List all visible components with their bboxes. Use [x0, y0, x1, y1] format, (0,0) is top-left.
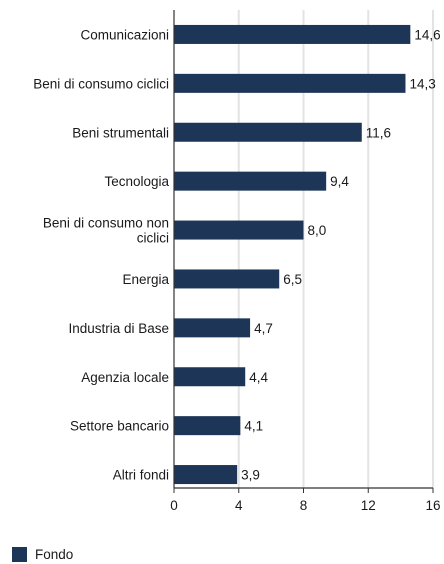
value-label: 4,4: [249, 370, 268, 385]
value-label: 14,3: [409, 76, 435, 91]
x-tick-label: 4: [235, 498, 243, 513]
value-label: 9,4: [330, 174, 349, 189]
value-label: 11,6: [366, 125, 391, 140]
bar: [174, 416, 241, 436]
bar: [174, 220, 304, 240]
category-label: Industria di Base: [68, 321, 169, 336]
category-label-line: Tecnologia: [104, 174, 169, 189]
category-label-line: Comunicazioni: [80, 27, 169, 42]
category-label-line: Settore bancario: [70, 419, 169, 434]
category-label: Agenzia locale: [81, 370, 169, 385]
category-label-line: Agenzia locale: [81, 370, 169, 385]
category-label-line: Beni di consumo ciclici: [33, 76, 169, 91]
bar: [174, 465, 238, 485]
x-tick-label: 0: [170, 498, 178, 513]
value-label: 14,6: [414, 27, 440, 42]
category-label-line: Energia: [122, 272, 169, 287]
category-label: Settore bancario: [70, 419, 169, 434]
category-label-line: Beni strumentali: [72, 125, 169, 140]
value-label: 4,7: [254, 321, 273, 336]
x-tick-label: 16: [425, 498, 440, 513]
x-tick-label: 8: [300, 498, 308, 513]
bar: [174, 318, 251, 338]
x-tick-label: 12: [361, 498, 376, 513]
category-label-line: Altri fondi: [113, 468, 169, 483]
category-label-line: Industria di Base: [68, 321, 169, 336]
bar: [174, 367, 246, 387]
legend-label: Fondo: [35, 547, 74, 562]
category-label: Beni di consumo non ciclici: [43, 216, 169, 246]
legend-swatch: [12, 547, 27, 562]
category-label: Energia: [122, 272, 169, 287]
category-label: Altri fondi: [113, 468, 169, 483]
bar-chart: Comunicazioni 14,6 Beni di consumo ciclici…: [33, 10, 441, 513]
category-label-line: Beni di consumo non: [43, 216, 169, 231]
legend: Fondo: [12, 547, 73, 562]
bar: [174, 73, 406, 93]
category-label: Comunicazioni: [80, 27, 169, 42]
bar: [174, 171, 327, 191]
value-label: 3,9: [241, 468, 260, 483]
category-label: Tecnologia: [104, 174, 169, 189]
value-label: 8,0: [308, 223, 327, 238]
category-label: Beni strumentali: [72, 125, 169, 140]
value-label: 4,1: [244, 419, 263, 434]
category-label: Beni di consumo ciclici: [33, 76, 169, 91]
bar: [174, 24, 411, 44]
bar: [174, 269, 280, 289]
bar: [174, 122, 362, 142]
value-label: 6,5: [283, 272, 302, 287]
category-label-line: ciclici: [137, 231, 169, 246]
